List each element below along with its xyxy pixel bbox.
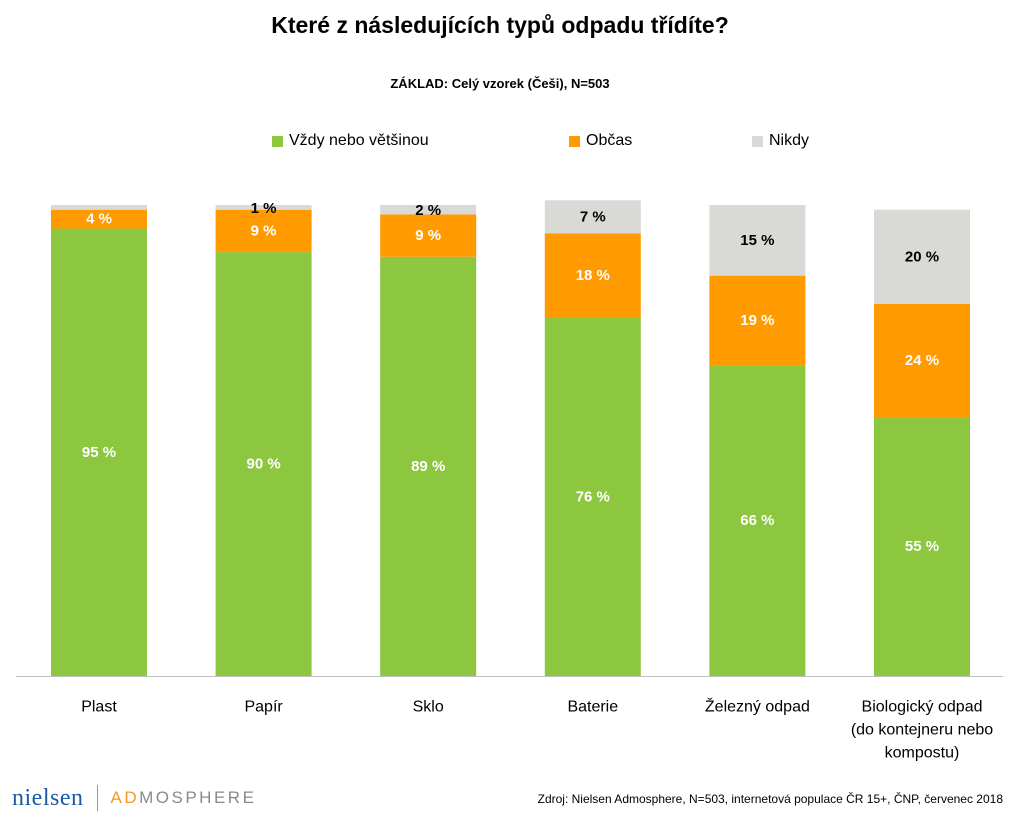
data-label-always: 66 % xyxy=(740,512,774,529)
bar-segment-always xyxy=(51,228,147,677)
legend-item-always: Vždy nebo většinou xyxy=(272,131,429,151)
bar-segment-sometimes xyxy=(380,214,477,257)
bar-segment-always xyxy=(380,256,477,676)
data-label-sometimes: 4 % xyxy=(86,211,112,228)
data-label-always: 55 % xyxy=(905,538,939,555)
bar-segment-never xyxy=(544,200,641,234)
data-label-sometimes: 9 % xyxy=(251,222,277,239)
bar-segment-sometimes xyxy=(215,209,312,253)
bar-segment-always xyxy=(544,318,641,676)
admosphere-logo-text: ADMOSPHERE xyxy=(110,788,256,808)
data-label-never: 1 % xyxy=(251,200,277,217)
data-label-always: 76 % xyxy=(576,489,610,506)
chart-title: Které z následujících typů odpadu třídít… xyxy=(271,12,729,38)
legend-swatch-sometimes xyxy=(569,135,580,147)
admosphere-logo-rest: MOSPHERE xyxy=(139,788,257,807)
data-label-never: 15 % xyxy=(740,232,774,249)
data-label-always: 89 % xyxy=(411,458,445,475)
bar-segment-always xyxy=(874,416,970,676)
data-label-sometimes: 18 % xyxy=(576,267,610,284)
bar-segment-never xyxy=(709,205,806,276)
bar-segment-never xyxy=(51,205,147,210)
bar-segment-never xyxy=(215,205,312,210)
category-label: (do kontejneru nebo xyxy=(851,722,993,739)
data-label-sometimes: 24 % xyxy=(905,352,939,369)
category-label: Baterie xyxy=(567,699,618,716)
logo-divider xyxy=(97,785,99,811)
source-note: Zdroj: Nielsen Admosphere, N=503, intern… xyxy=(537,792,1003,806)
nielsen-admosphere-logo: nielsen ADMOSPHERE xyxy=(12,783,256,813)
bar-segment-never xyxy=(380,205,477,215)
legend-swatch-never xyxy=(752,135,763,147)
bar-segment-sometimes xyxy=(51,209,147,229)
bar-segment-always xyxy=(709,365,806,676)
data-label-always: 90 % xyxy=(246,456,280,473)
legend-label-sometimes: Občas xyxy=(586,132,633,149)
admosphere-logo-ad: AD xyxy=(110,788,140,807)
stacked-bar-chart: 95 % 4 % Plast 90 % 9 % 1 % Papír 89 % 9 % 2 % Skl… xyxy=(16,200,1003,762)
category-label: Papír xyxy=(244,699,283,716)
bar-segment-sometimes xyxy=(544,233,641,319)
data-label-never: 2 % xyxy=(415,202,441,219)
category-label: kompostu) xyxy=(885,745,960,762)
bar-segment-sometimes xyxy=(709,275,806,366)
category-label: Železný odpad xyxy=(705,697,810,716)
nielsen-logo-text: nielsen xyxy=(12,784,84,811)
chart-subtitle: ZÁKLAD: Celý vzorek (Češi), N=503 xyxy=(390,76,610,91)
data-label-sometimes: 19 % xyxy=(740,312,774,329)
bar-segment-never xyxy=(874,209,970,304)
bar-segment-always xyxy=(215,252,312,676)
legend-label-never: Nikdy xyxy=(769,132,810,149)
data-label-never: 20 % xyxy=(905,248,939,265)
legend-swatch-always xyxy=(272,135,283,147)
legend-label-always: Vždy nebo většinou xyxy=(289,132,429,149)
category-label: Plast xyxy=(81,699,117,716)
legend-item-sometimes: Občas xyxy=(569,131,632,151)
category-label: Sklo xyxy=(413,699,444,716)
data-label-never: 7 % xyxy=(580,208,606,225)
legend-item-never: Nikdy xyxy=(752,131,809,151)
category-label: Biologický odpad xyxy=(862,699,983,716)
bar-segment-sometimes xyxy=(874,303,970,417)
data-label-sometimes: 9 % xyxy=(415,227,441,244)
data-label-always: 95 % xyxy=(82,444,116,461)
